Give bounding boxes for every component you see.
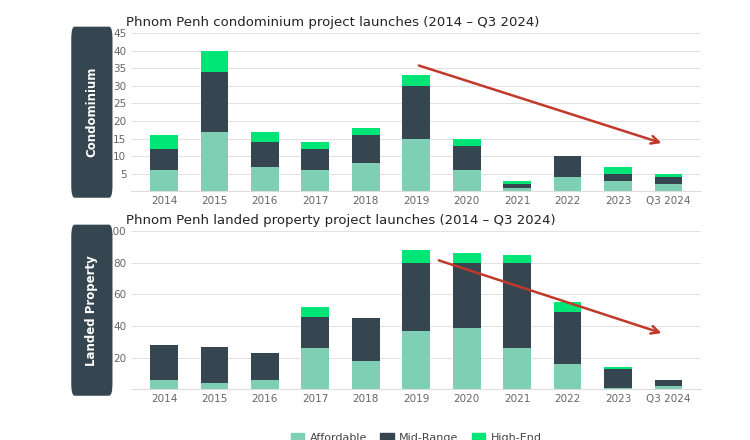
Y-axis label: Projects: Projects xyxy=(100,93,110,132)
Bar xyxy=(453,263,481,328)
Bar xyxy=(200,132,228,191)
Bar xyxy=(503,263,531,348)
Bar xyxy=(251,353,279,380)
Bar xyxy=(604,369,632,388)
Text: Condominium: Condominium xyxy=(86,67,98,158)
Bar xyxy=(403,331,430,389)
Bar xyxy=(200,72,228,132)
Bar xyxy=(655,380,682,386)
Bar xyxy=(403,139,430,191)
Y-axis label: Projects: Projects xyxy=(94,291,104,330)
Bar xyxy=(503,181,531,184)
FancyBboxPatch shape xyxy=(71,27,112,198)
Bar xyxy=(604,367,632,369)
Bar xyxy=(554,177,581,191)
Bar xyxy=(453,146,481,170)
Bar xyxy=(655,184,682,191)
Bar xyxy=(554,302,581,312)
Bar xyxy=(453,139,481,146)
Bar xyxy=(655,174,682,177)
Bar xyxy=(302,348,329,389)
Bar xyxy=(554,156,581,177)
Bar xyxy=(403,263,430,331)
Bar xyxy=(302,307,329,316)
Bar xyxy=(503,348,531,389)
Text: Phnom Penh condominium project launches (2014 – Q3 2024): Phnom Penh condominium project launches … xyxy=(125,16,539,29)
Bar xyxy=(352,163,380,191)
Bar xyxy=(352,361,380,389)
Bar xyxy=(554,364,581,389)
Bar xyxy=(655,177,682,184)
Bar xyxy=(150,149,178,170)
Bar xyxy=(251,132,279,142)
Bar xyxy=(503,188,531,191)
Bar xyxy=(403,250,430,263)
Bar xyxy=(251,167,279,191)
Bar xyxy=(200,347,228,383)
Bar xyxy=(403,86,430,139)
Bar xyxy=(352,318,380,361)
Bar xyxy=(302,316,329,348)
Bar xyxy=(352,128,380,135)
Bar xyxy=(200,383,228,389)
Bar xyxy=(302,142,329,149)
Bar xyxy=(302,149,329,170)
Bar xyxy=(302,170,329,191)
Bar xyxy=(604,167,632,174)
Bar xyxy=(403,75,430,86)
Bar xyxy=(251,142,279,167)
Bar xyxy=(200,51,228,72)
Bar xyxy=(453,170,481,191)
Bar xyxy=(554,312,581,364)
Legend: Affordable, Mid-Range, High-End: Affordable, Mid-Range, High-End xyxy=(286,428,546,440)
Bar xyxy=(251,380,279,389)
Legend: Affordable, Mid-Range, High-End: Affordable, Mid-Range, High-End xyxy=(286,230,546,249)
Bar xyxy=(150,135,178,149)
Text: Phnom Penh landed property project launches (2014 – Q3 2024): Phnom Penh landed property project launc… xyxy=(125,214,555,227)
Bar xyxy=(453,253,481,263)
Bar xyxy=(150,345,178,380)
Bar xyxy=(150,380,178,389)
Bar xyxy=(503,184,531,188)
Text: Landed Property: Landed Property xyxy=(86,255,98,366)
Bar xyxy=(604,174,632,181)
Bar xyxy=(503,255,531,263)
FancyBboxPatch shape xyxy=(71,225,112,396)
Bar xyxy=(604,181,632,191)
Bar xyxy=(655,386,682,389)
Bar xyxy=(453,328,481,389)
Bar xyxy=(150,170,178,191)
Bar xyxy=(604,388,632,389)
Bar xyxy=(352,135,380,163)
